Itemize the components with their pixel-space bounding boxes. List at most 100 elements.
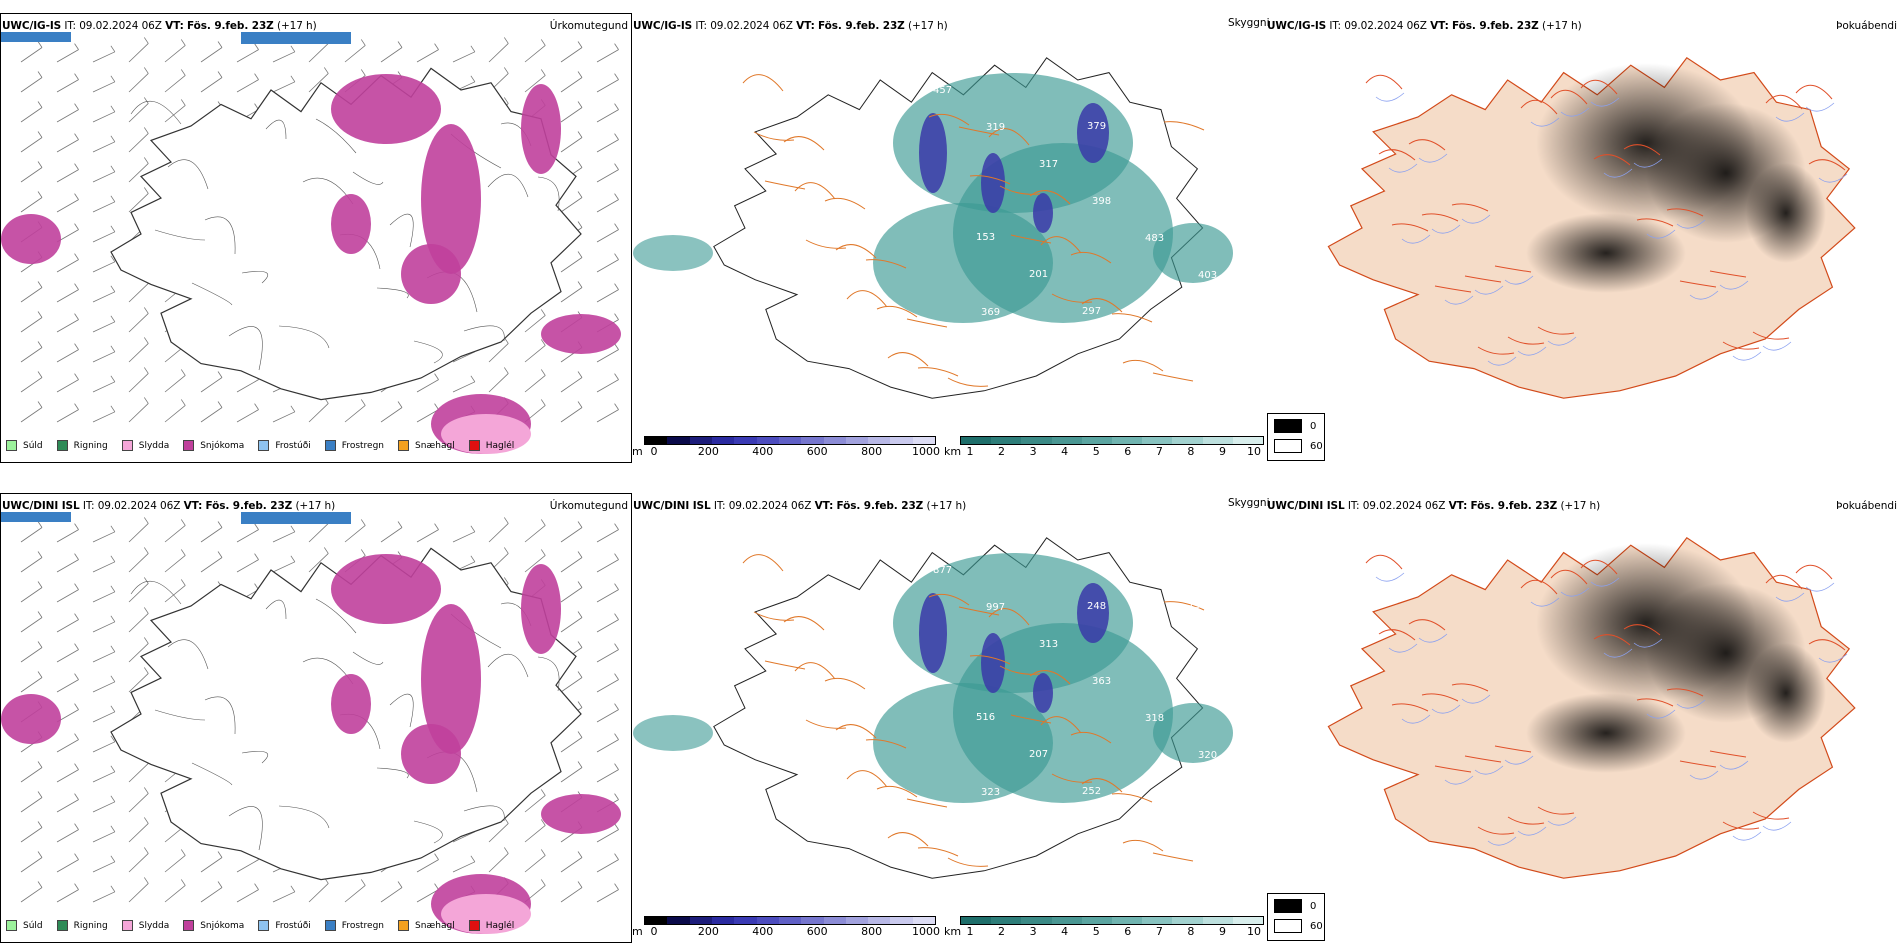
colorbar-cell — [912, 437, 936, 444]
precip-legend-item: Súld — [6, 440, 43, 451]
cloudbase-value-label: 457 — [1135, 343, 1154, 354]
cloudbase-value-label: 320 — [1198, 750, 1217, 761]
cloudbase-value-label: 313 — [1039, 639, 1058, 650]
legend-label: Súld — [23, 440, 43, 451]
legend-label: Frostúði — [275, 440, 311, 451]
colorbar-tick: 4 — [1061, 925, 1069, 938]
precip-title-bottom: Úrkomutegund — [549, 500, 628, 512]
colorbar-tick: 600 — [806, 445, 828, 458]
colorbar-tick: 10 — [1247, 445, 1261, 458]
fog-legend-item: 0 — [1274, 419, 1316, 433]
legend-swatch — [258, 440, 270, 451]
colorbar-tick: 400 — [752, 925, 774, 938]
colorbar-cell — [1051, 917, 1082, 924]
colorbar-cell — [912, 917, 936, 924]
fog-legend-item: 60 — [1274, 919, 1323, 933]
colorbar-cell — [667, 437, 690, 444]
colorbar-cell — [1202, 437, 1233, 444]
fog-legend-item: 60 — [1274, 439, 1323, 453]
panel-title-bottom-2: UWC/DINI ISL IT: 09.02.2024 06Z VT: Fös.… — [633, 500, 967, 512]
colorbar-tick: 9 — [1218, 445, 1226, 458]
colorbar-tick: 600 — [806, 925, 828, 938]
fog-map-bottom — [1327, 536, 1856, 879]
legend-swatch — [183, 440, 195, 451]
cloudbase-value-label: 877 — [933, 565, 952, 576]
colorbar-cell — [1142, 437, 1173, 444]
colorbar-cell — [845, 437, 869, 444]
colorbar-cell — [1021, 917, 1052, 924]
legend-label: Slydda — [138, 920, 170, 931]
cloudbase-value-label: 379 — [1087, 121, 1106, 132]
colorbar-cell — [823, 437, 846, 444]
colorbar-cell — [890, 437, 913, 444]
colorbar-cell — [823, 917, 846, 924]
precip-type-map-top — [1, 32, 621, 454]
colorbar-tick: 0 — [650, 445, 658, 458]
cloudbase-map-top: 457 319 317 398 483 403 369 424 379 316 151 153 201 2… — [633, 57, 1233, 399]
precip-title-top: Úrkomutegund — [549, 20, 628, 32]
colorbar-tick: 200 — [697, 445, 719, 458]
legend-swatch — [258, 920, 270, 931]
colorbar-cell — [1081, 917, 1113, 924]
colorbar-cell — [711, 437, 735, 444]
legend-label: Frostregn — [341, 920, 385, 931]
cloudbase-value-label: 248 — [1087, 601, 1106, 612]
precip-legend-item: Slydda — [121, 920, 170, 931]
cloudbase-value-label: 424 — [1034, 344, 1053, 355]
colorbar-cell — [778, 437, 802, 444]
legend-swatch — [398, 440, 410, 451]
colorbar-cell — [1172, 437, 1203, 444]
fog-legend-label: 60 — [1310, 920, 1323, 932]
panel-title-top-3: UWC/IG-IS IT: 09.02.2024 06Z VT: Fös. 9.… — [1267, 20, 1582, 32]
cloudbase-value-label: 711 — [1034, 824, 1053, 835]
legend-label: Frostúði — [275, 920, 311, 931]
cloudbase-value-label: 323 — [981, 787, 1000, 798]
precip-legend-item: Snæhagl — [398, 440, 455, 451]
colorbar-unit: m — [632, 925, 643, 938]
cloudbase-value-label: 317 — [1039, 159, 1058, 170]
colorbar-tick: 4 — [1061, 445, 1069, 458]
legend-label: Snjókoma — [200, 440, 245, 451]
colorbar-cell — [645, 917, 668, 924]
precip-legend-item: Frostúði — [258, 920, 311, 931]
legend-label: Súld — [23, 920, 43, 931]
fog-legend-item: 0 — [1274, 899, 1316, 913]
precip-legend-item: Súld — [6, 920, 43, 931]
visibility-colorbar-top: km 1 2 3 4 5 6 7 8 9 10 — [944, 436, 1264, 458]
cloudbase-value-label: 457 — [933, 85, 952, 96]
colorbar-cell — [845, 917, 869, 924]
precip-legend-item: Frostregn — [324, 440, 385, 451]
colorbar-cell — [991, 437, 1022, 444]
colorbar-cell — [1112, 917, 1143, 924]
fog-legend-top: 0 60 — [1267, 413, 1325, 461]
colorbar-cell — [801, 917, 824, 924]
fog-legend-swatch — [1274, 899, 1302, 913]
colorbar-cell — [1081, 437, 1113, 444]
fog-legend-swatch — [1274, 419, 1302, 433]
colorbar-cell — [711, 917, 735, 924]
colorbar-cells — [644, 436, 936, 445]
cloudbase-value-label: 272 — [1140, 638, 1159, 649]
colorbar-cells — [960, 436, 1264, 445]
legend-label: Snæhagl — [415, 440, 455, 451]
fog-map-top — [1327, 56, 1856, 399]
precip-legend-top: Súld Rigning Slydda Snjókoma Frostúði Frostre… — [6, 440, 528, 451]
legend-swatch — [56, 440, 68, 451]
legend-swatch — [6, 920, 17, 931]
legend-swatch — [6, 440, 17, 451]
legend-label: Haglél — [485, 920, 515, 931]
cloudbase-panel-top: 457 319 317 398 483 403 369 424 379 316 151 153 201 2… — [633, 13, 1265, 443]
panel-title-bottom-1: UWC/DINI ISL IT: 09.02.2024 06Z VT: Fös.… — [2, 500, 336, 512]
colorbar-tick: 2 — [998, 925, 1006, 938]
precip-legend-item: Snjókoma — [183, 920, 244, 931]
colorbar-cell — [890, 917, 913, 924]
colorbar-tick: 9 — [1218, 925, 1226, 938]
colorbar-cells — [644, 916, 936, 925]
legend-label: Frostregn — [341, 440, 385, 451]
precip-type-map-bottom — [1, 512, 621, 934]
precip-legend-item: Haglél — [468, 920, 515, 931]
colorbar-cell — [734, 917, 757, 924]
colorbar-tick: 8 — [1187, 925, 1195, 938]
colorbar-cell — [1172, 917, 1203, 924]
legend-swatch — [468, 440, 480, 451]
